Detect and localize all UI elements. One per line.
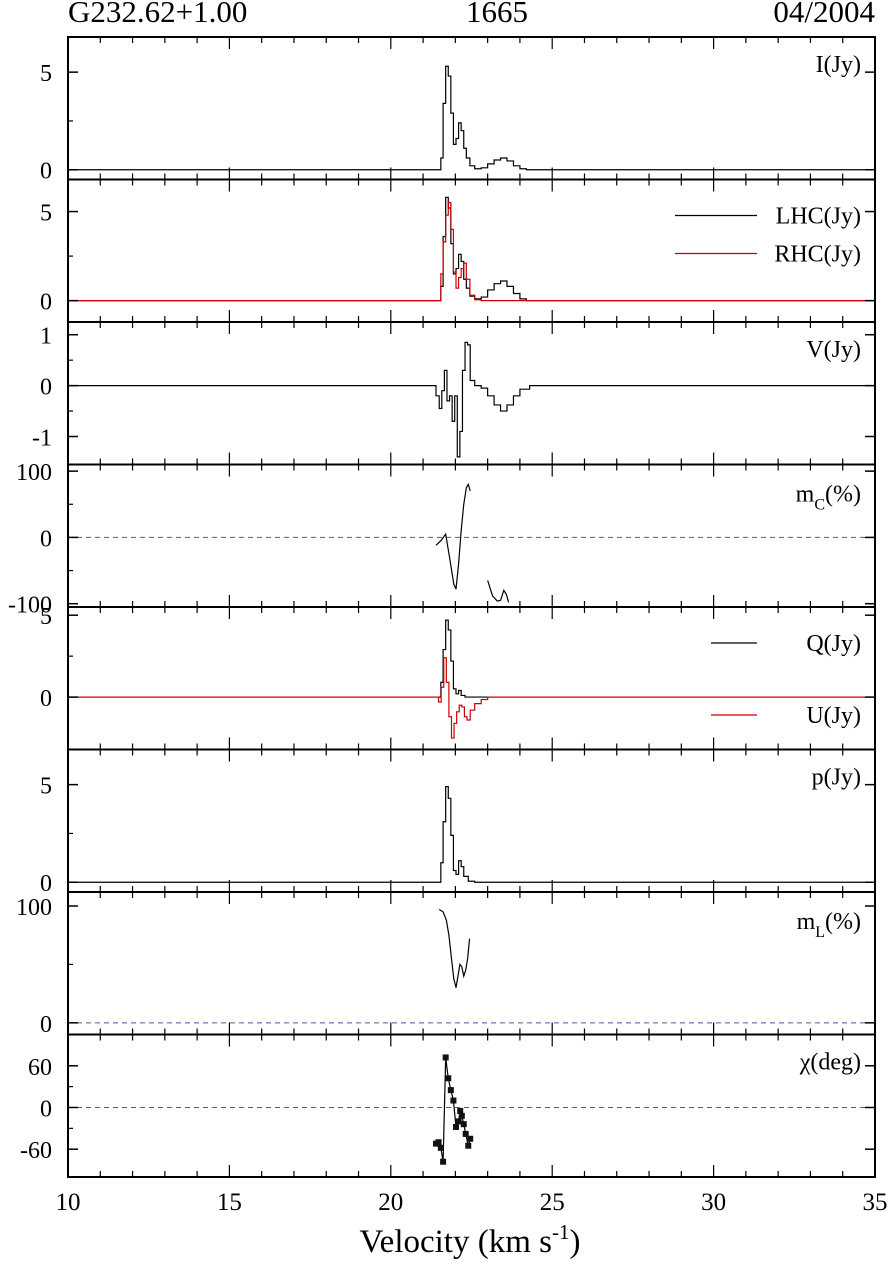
y-tick-label: 0 bbox=[40, 526, 52, 552]
y-tick-label: 5 bbox=[40, 201, 52, 227]
x-tick-label: 30 bbox=[701, 1189, 726, 1216]
data-point-marker bbox=[455, 1118, 462, 1125]
data-point-marker bbox=[465, 1142, 472, 1149]
legend-entry: Q(Jy) bbox=[806, 631, 861, 657]
x-axis-label: Velocity (km s-1) bbox=[360, 1220, 581, 1260]
x-tick-label: 20 bbox=[378, 1189, 403, 1216]
y-tick-label: 1 bbox=[40, 324, 52, 350]
y-tick-label: 0 bbox=[40, 1096, 52, 1122]
panel-frame bbox=[67, 321, 876, 466]
y-tick-label: 60 bbox=[28, 1055, 52, 1081]
data-point-marker bbox=[453, 1123, 460, 1130]
data-point-marker bbox=[447, 1087, 454, 1094]
panel-8: -60 0 60 χ(deg) 10 15 20 25 30 35 Velocity (km s-1… bbox=[20, 1033, 888, 1260]
series-line bbox=[438, 909, 471, 988]
panel-label: V(Jy) bbox=[806, 337, 861, 363]
data-point-marker bbox=[440, 1158, 447, 1165]
panel-label: p(Jy) bbox=[812, 765, 861, 791]
y-tick-label: 0 bbox=[40, 159, 52, 185]
data-point-marker bbox=[437, 1144, 444, 1151]
panel-3: -1 0 1 V(Jy) bbox=[32, 321, 876, 466]
series-line bbox=[68, 619, 875, 698]
y-tick-label: 0 bbox=[40, 290, 52, 316]
frequency-label: 1665 bbox=[466, 0, 528, 29]
y-tick-label: -100 bbox=[8, 593, 52, 619]
y-tick-label: 5 bbox=[40, 774, 52, 800]
data-point-marker bbox=[435, 1139, 442, 1146]
y-tick-label: 0 bbox=[40, 871, 52, 897]
y-tick-label: 100 bbox=[16, 895, 52, 921]
series-line bbox=[68, 657, 875, 739]
legend-entry: LHC(Jy) bbox=[776, 204, 861, 230]
series-line bbox=[68, 65, 875, 171]
series-line bbox=[435, 1057, 471, 1162]
y-tick-label: 0 bbox=[40, 686, 52, 712]
panel-7: 0 100 mL(%) bbox=[16, 891, 876, 1038]
panel-frame bbox=[67, 1033, 876, 1178]
panel-label: χ(deg) bbox=[799, 1050, 861, 1076]
series-line bbox=[68, 341, 875, 458]
panel-frame bbox=[67, 36, 876, 181]
data-point-marker bbox=[445, 1075, 452, 1082]
panel-frame bbox=[67, 891, 876, 1036]
panel-label: mC(%) bbox=[796, 482, 861, 514]
series-line bbox=[68, 196, 875, 302]
series-line bbox=[435, 482, 471, 590]
y-tick-label: 100 bbox=[16, 460, 52, 486]
panel-6: 0 5 p(Jy) bbox=[40, 748, 876, 897]
x-tick-label: 25 bbox=[540, 1189, 565, 1216]
y-tick-label: 0 bbox=[40, 375, 52, 401]
data-point-marker bbox=[457, 1107, 464, 1114]
legend-entry: RHC(Jy) bbox=[774, 242, 861, 268]
panel-5: 0 5 Q(Jy) U(Jy) bbox=[40, 604, 876, 751]
panel-frame bbox=[67, 606, 876, 751]
x-tick-label: 10 bbox=[56, 1189, 81, 1216]
series-line bbox=[68, 785, 875, 883]
source-name: G232.62+1.00 bbox=[68, 0, 248, 29]
series-line bbox=[68, 202, 875, 302]
panel-2: 0 5 LHC(Jy) RHC(Jy) bbox=[40, 178, 876, 323]
y-tick-label: -60 bbox=[20, 1138, 52, 1164]
y-tick-label: 5 bbox=[40, 604, 52, 630]
y-tick-label: -1 bbox=[32, 426, 52, 452]
data-point-marker bbox=[462, 1130, 469, 1137]
data-point-marker bbox=[442, 1054, 449, 1061]
panel-label: mL(%) bbox=[797, 909, 861, 941]
panel-frame bbox=[67, 463, 876, 608]
data-point-marker bbox=[460, 1121, 467, 1128]
legend-entry: U(Jy) bbox=[806, 703, 861, 729]
data-point-marker bbox=[458, 1112, 465, 1119]
observation-date: 04/2004 bbox=[773, 0, 875, 29]
x-tick-label: 15 bbox=[217, 1189, 242, 1216]
panel-frame bbox=[67, 748, 876, 893]
data-point-marker bbox=[450, 1097, 457, 1104]
data-point-marker bbox=[467, 1135, 474, 1142]
panel-4: -100 0 100 mC(%) bbox=[8, 460, 876, 619]
x-tick-label: 35 bbox=[863, 1189, 888, 1216]
y-tick-label: 0 bbox=[40, 1012, 52, 1038]
panel-label: I(Jy) bbox=[816, 52, 861, 78]
y-tick-label: 5 bbox=[40, 61, 52, 87]
panel-1: 0 5 I(Jy) bbox=[40, 36, 876, 185]
series-line bbox=[487, 580, 510, 603]
